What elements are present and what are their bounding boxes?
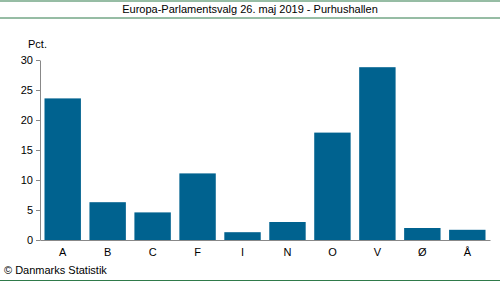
y-tick-label: 15 bbox=[21, 144, 33, 156]
y-tick-label: 0 bbox=[27, 234, 33, 246]
bar bbox=[449, 230, 485, 240]
bottom-rule bbox=[0, 280, 500, 281]
bar bbox=[179, 173, 215, 240]
y-tick-label: 10 bbox=[21, 174, 33, 186]
x-tick-label: B bbox=[104, 246, 111, 258]
x-tick: V bbox=[374, 240, 382, 258]
x-tick: Ø bbox=[418, 240, 427, 258]
source: © Danmarks Statistik bbox=[4, 264, 107, 276]
y-tick: 5 bbox=[27, 204, 40, 216]
y-tick: 25 bbox=[21, 84, 40, 96]
x-tick-label: F bbox=[194, 246, 201, 258]
y-axis-line bbox=[40, 61, 41, 241]
y-tick-mark bbox=[36, 240, 40, 241]
plot: 0 5 10 15 20 25 30 A B C F I N O V Ø Å bbox=[21, 54, 491, 258]
bar bbox=[359, 67, 395, 240]
x-axis: ABCFINOVØÅ bbox=[41, 240, 491, 258]
x-tick-label: N bbox=[284, 246, 292, 258]
bar bbox=[314, 133, 350, 240]
x-tick: A bbox=[59, 240, 67, 258]
x-tick-label: Ø bbox=[418, 246, 427, 258]
x-tick-label: V bbox=[374, 246, 382, 258]
bar bbox=[224, 232, 260, 240]
bar bbox=[134, 212, 170, 240]
y-tick-mark bbox=[36, 60, 40, 61]
bar bbox=[44, 98, 80, 240]
x-tick: C bbox=[149, 240, 157, 258]
bar bbox=[269, 222, 305, 240]
x-tick: O bbox=[328, 240, 337, 258]
x-tick: B bbox=[104, 240, 111, 258]
x-tick: F bbox=[194, 240, 201, 258]
x-tick-label: C bbox=[149, 246, 157, 258]
x-tick-label: A bbox=[59, 246, 67, 258]
title: Europa-Parlamentsvalg 26. maj 2019 - Pur… bbox=[122, 3, 378, 15]
y-tick-mark bbox=[36, 120, 40, 121]
x-tick-label: I bbox=[241, 246, 244, 258]
y-tick: 15 bbox=[21, 144, 40, 156]
bar bbox=[404, 228, 440, 240]
y-tick-mark bbox=[36, 180, 40, 181]
x-tick-label: O bbox=[328, 246, 337, 258]
y-tick: 30 bbox=[21, 54, 40, 66]
y-tick-mark bbox=[36, 150, 40, 151]
y-tick-label: 5 bbox=[27, 204, 33, 216]
bar bbox=[89, 202, 125, 240]
y-tick: 20 bbox=[21, 114, 40, 126]
y-tick-label: 25 bbox=[21, 84, 33, 96]
bars bbox=[44, 67, 485, 240]
x-tick: I bbox=[241, 240, 244, 258]
x-tick: Å bbox=[464, 240, 472, 258]
y-tick-label: 30 bbox=[21, 54, 33, 66]
y-tick-mark bbox=[36, 90, 40, 91]
y-tick: 0 bbox=[27, 234, 40, 246]
y-axis: 0 5 10 15 20 25 30 bbox=[21, 54, 41, 246]
y-tick-label: 20 bbox=[21, 114, 33, 126]
title-rule bbox=[0, 18, 500, 19]
y-tick-mark bbox=[36, 210, 40, 211]
x-axis-line bbox=[41, 240, 491, 241]
top-rule bbox=[0, 1, 500, 2]
x-tick: N bbox=[284, 240, 292, 258]
chart: Europa-Parlamentsvalg 26. maj 2019 - Pur… bbox=[0, 0, 500, 282]
y-axis-title: Pct. bbox=[28, 38, 47, 50]
y-tick: 10 bbox=[21, 174, 40, 186]
x-tick-label: Å bbox=[464, 246, 472, 258]
